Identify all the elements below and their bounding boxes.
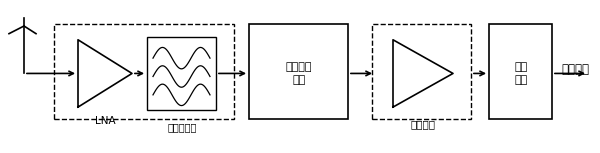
- Bar: [147, 37, 216, 110]
- Bar: [249, 24, 348, 119]
- Bar: [372, 24, 471, 119]
- Text: 数模
转换: 数模 转换: [514, 62, 527, 85]
- Text: 高速运放: 高速运放: [410, 119, 436, 129]
- Bar: [54, 24, 234, 119]
- Text: 匹配滤波器: 匹配滤波器: [167, 122, 196, 132]
- Bar: [489, 24, 552, 119]
- Text: LNA: LNA: [95, 116, 115, 126]
- Text: 包络检波
处理: 包络检波 处理: [286, 62, 312, 85]
- Text: 数字信号: 数字信号: [561, 63, 589, 76]
